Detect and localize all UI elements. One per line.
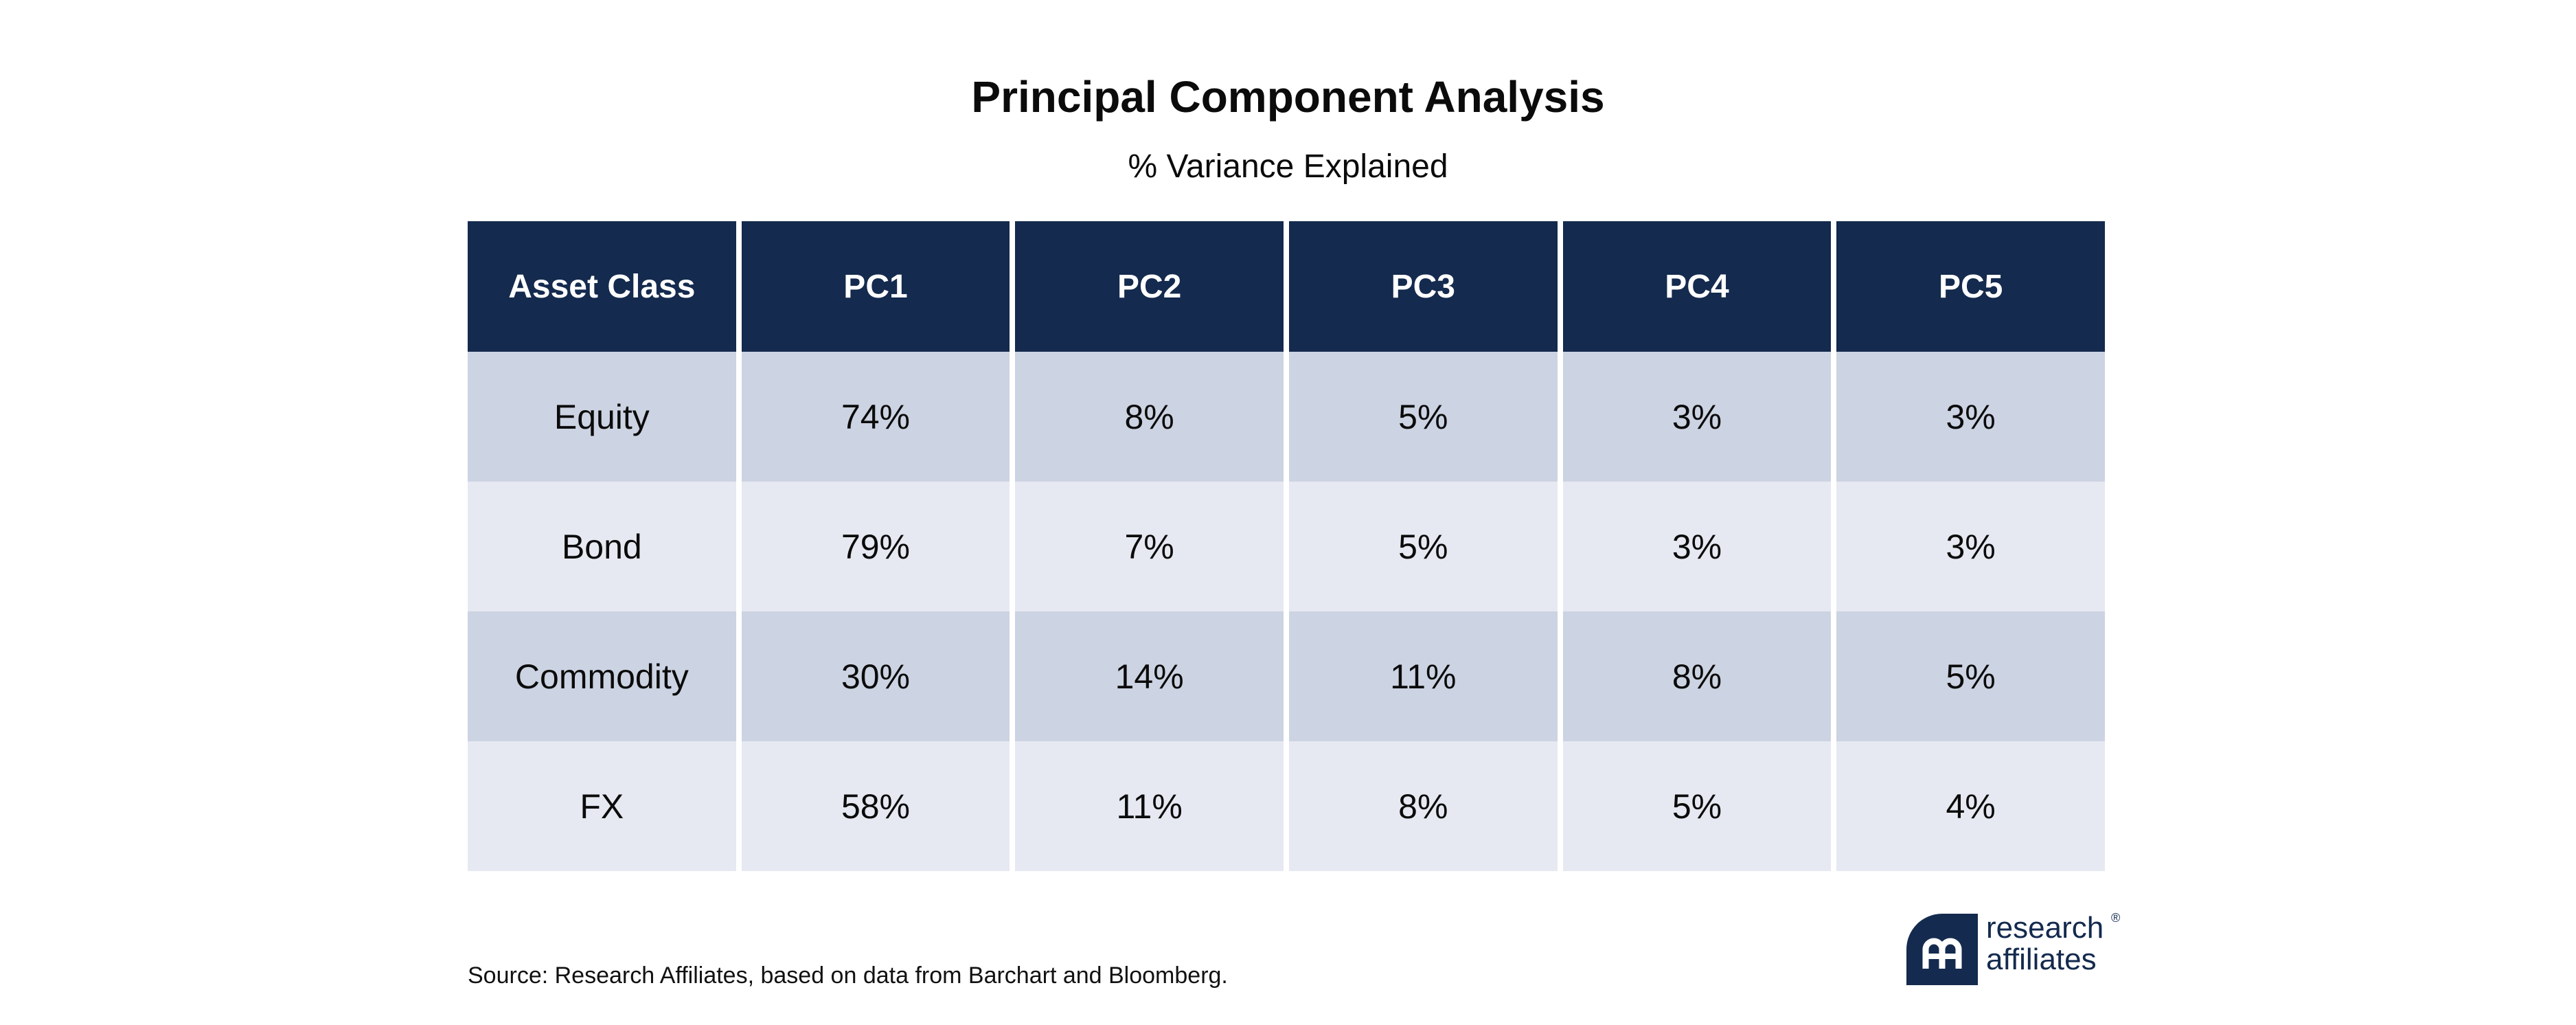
value-cell: 11% <box>1015 741 1284 871</box>
value-cell: 11% <box>1288 611 1558 741</box>
value-cell: 3% <box>1836 482 2105 611</box>
row-label-cell: Equity <box>468 352 736 482</box>
column-header: PC3 <box>1288 221 1558 352</box>
value-cell: 3% <box>1562 352 1832 482</box>
row-label-cell: FX <box>468 741 736 871</box>
value-cell: 30% <box>741 611 1010 741</box>
logo-line-affiliates: affiliates <box>1986 943 2097 976</box>
value-cell: 74% <box>741 352 1010 482</box>
table-header-row: Asset Class PC1 PC2 PC3 PC4 PC5 <box>468 221 2105 352</box>
chart-title: Principal Component Analysis <box>971 72 1605 122</box>
value-cell: 8% <box>1015 352 1284 482</box>
column-header: PC2 <box>1015 221 1284 352</box>
value-cell: 5% <box>1288 352 1558 482</box>
value-cell: 5% <box>1836 611 2105 741</box>
column-header: PC1 <box>741 221 1010 352</box>
table-row: Equity 74% 8% 5% 3% 3% <box>468 352 2105 482</box>
value-cell: 14% <box>1015 611 1284 741</box>
table-row: Bond 79% 7% 5% 3% 3% <box>468 482 2105 611</box>
row-label-cell: Bond <box>468 482 736 611</box>
value-cell: 8% <box>1288 741 1558 871</box>
chart-subtitle: % Variance Explained <box>1128 148 1448 185</box>
registered-mark: ® <box>2111 911 2121 925</box>
value-cell: 58% <box>741 741 1010 871</box>
logo-wordmark: research affiliates <box>1986 912 2104 976</box>
row-label-cell: Commodity <box>468 611 736 741</box>
value-cell: 7% <box>1015 482 1284 611</box>
table-row: Commodity 30% 14% 11% 8% 5% <box>468 611 2105 741</box>
source-note: Source: Research Affiliates, based on da… <box>468 962 1228 989</box>
logo-line-research: research <box>1986 911 2104 945</box>
column-header: PC5 <box>1836 221 2105 352</box>
column-header: PC4 <box>1562 221 1832 352</box>
value-cell: 79% <box>741 482 1010 611</box>
research-affiliates-logo: research affiliates ® <box>1906 911 2126 995</box>
value-cell: 4% <box>1836 741 2105 871</box>
value-cell: 5% <box>1288 482 1558 611</box>
table-row: FX 58% 11% 8% 5% 4% <box>468 741 2105 871</box>
pca-table: Asset Class PC1 PC2 PC3 PC4 PC5 Equity 7… <box>462 221 2110 871</box>
column-header: Asset Class <box>468 221 736 352</box>
value-cell: 3% <box>1562 482 1832 611</box>
value-cell: 5% <box>1562 741 1832 871</box>
research-affiliates-logo-icon <box>1906 914 1978 985</box>
value-cell: 8% <box>1562 611 1832 741</box>
value-cell: 3% <box>1836 352 2105 482</box>
